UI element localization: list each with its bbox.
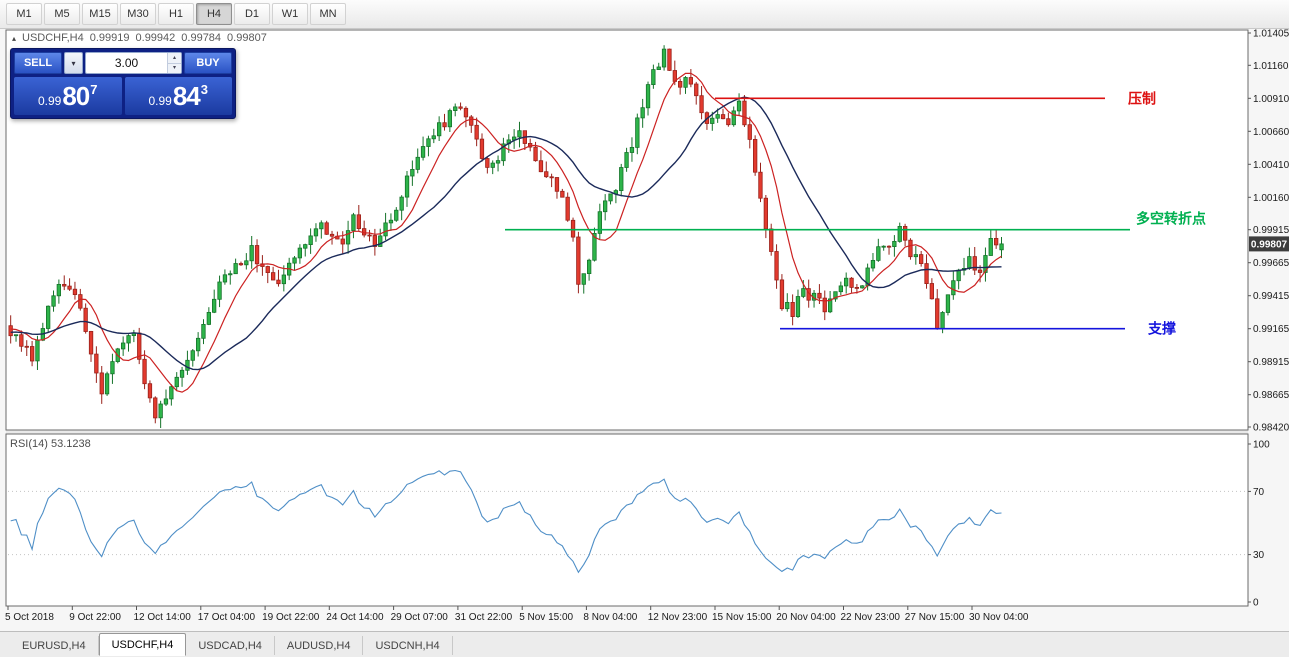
- order-options-dropdown[interactable]: ▾: [64, 52, 83, 74]
- svg-text:1.01405: 1.01405: [1253, 29, 1289, 40]
- one-click-collapse-icon[interactable]: ▴: [12, 33, 17, 43]
- svg-text:0.98915: 0.98915: [1253, 357, 1289, 368]
- svg-text:24 Oct 14:00: 24 Oct 14:00: [326, 612, 384, 623]
- rsi-indicator-label: RSI(14) 53.1238: [10, 438, 91, 450]
- svg-text:70: 70: [1253, 487, 1265, 498]
- svg-text:5 Nov 15:00: 5 Nov 15:00: [519, 612, 573, 623]
- svg-text:17 Oct 04:00: 17 Oct 04:00: [198, 612, 256, 623]
- chart-tab-usdchf[interactable]: USDCHF,H4: [98, 633, 187, 656]
- ohlc-high: 0.99942: [135, 32, 176, 44]
- timeframe-button-mn[interactable]: MN: [310, 3, 346, 25]
- svg-text:0: 0: [1253, 598, 1259, 609]
- timeframe-button-m5[interactable]: M5: [44, 3, 80, 25]
- hline-label-bull-bear-pivot: 多空转折点: [1136, 211, 1206, 227]
- chart-tab-eurusd[interactable]: EURUSD,H4: [10, 636, 99, 655]
- svg-text:0.98665: 0.98665: [1253, 390, 1289, 401]
- chart-tab-bar: EURUSD,H4 USDCHF,H4 USDCAD,H4 AUDUSD,H4 USDC…: [0, 631, 1289, 657]
- timeframe-button-d1[interactable]: D1: [234, 3, 270, 25]
- ma-slow-line: [10, 96, 1002, 371]
- buy-price-big: 84: [172, 81, 201, 111]
- time-scale[interactable]: 5 Oct 2018 9 Oct 22:00 12 Oct 14:00 17 Oct …: [5, 606, 1029, 623]
- svg-text:1.01160: 1.01160: [1253, 61, 1289, 72]
- svg-text:30 Nov 04:00: 30 Nov 04:00: [969, 612, 1029, 623]
- svg-text:1.00160: 1.00160: [1253, 193, 1289, 204]
- chart-tab-usdcnh[interactable]: USDCNH,H4: [363, 636, 453, 655]
- sell-price-prefix: 0.99: [37, 93, 62, 108]
- ohlc-close: 0.99807: [227, 32, 267, 44]
- hline-label-support: 支撑: [1147, 321, 1176, 337]
- rsi-line: [10, 469, 1002, 574]
- svg-text:1.00410: 1.00410: [1253, 160, 1289, 171]
- svg-text:30: 30: [1253, 550, 1265, 561]
- buy-button[interactable]: BUY: [184, 52, 232, 74]
- candles: [8, 45, 1004, 428]
- svg-text:20 Nov 04:00: 20 Nov 04:00: [776, 612, 836, 623]
- sell-price-display[interactable]: 0.99 80 7: [14, 77, 122, 115]
- svg-text:0.99665: 0.99665: [1253, 258, 1289, 269]
- chart-title: ▴ USDCHF,H4 0.99919 0.99942 0.99784 0.99…: [12, 32, 267, 44]
- chart-symbol: USDCHF,H4: [22, 32, 84, 44]
- lot-size-stepper: ▴ ▾: [167, 53, 181, 73]
- pane-splitter[interactable]: [6, 430, 1248, 434]
- chart-tab-audusd[interactable]: AUDUSD,H4: [275, 636, 364, 655]
- ma-fast-line: [10, 72, 1002, 393]
- svg-text:1.00660: 1.00660: [1253, 127, 1289, 138]
- timeframe-button-m30[interactable]: M30: [120, 3, 156, 25]
- price-scale[interactable]: 1.01405 1.01160 1.00910 1.00660 1.00410 1.001…: [1248, 29, 1289, 609]
- spin-down-icon[interactable]: ▾: [168, 62, 181, 73]
- svg-text:8 Nov 04:00: 8 Nov 04:00: [583, 612, 637, 623]
- timeframe-toolbar: M1 M5 M15 M30 H1 H4 D1 W1 MN: [0, 0, 1289, 29]
- timeframe-button-m1[interactable]: M1: [6, 3, 42, 25]
- svg-text:0.99915: 0.99915: [1253, 225, 1289, 236]
- svg-text:9 Oct 22:00: 9 Oct 22:00: [69, 612, 121, 623]
- svg-text:100: 100: [1253, 440, 1270, 451]
- svg-text:31 Oct 22:00: 31 Oct 22:00: [455, 612, 513, 623]
- svg-text:0.98420: 0.98420: [1253, 423, 1289, 434]
- buy-price-display[interactable]: 0.99 84 3: [124, 77, 232, 115]
- ohlc-open: 0.99919: [89, 32, 130, 44]
- svg-text:27 Nov 15:00: 27 Nov 15:00: [905, 612, 965, 623]
- timeframe-button-w1[interactable]: W1: [272, 3, 308, 25]
- chart-tab-usdcad[interactable]: USDCAD,H4: [186, 636, 275, 655]
- timeframe-button-m15[interactable]: M15: [82, 3, 118, 25]
- svg-text:0.99165: 0.99165: [1253, 324, 1289, 335]
- svg-text:0.99415: 0.99415: [1253, 291, 1289, 302]
- buy-price-sup: 3: [200, 82, 208, 97]
- hline-label-resistance: 压制: [1128, 90, 1156, 106]
- sell-price-sup: 7: [90, 82, 98, 97]
- lot-size-input[interactable]: 3.00 ▴ ▾: [85, 52, 182, 74]
- svg-text:15 Nov 15:00: 15 Nov 15:00: [712, 612, 772, 623]
- svg-text:5 Oct 2018: 5 Oct 2018: [5, 612, 54, 623]
- chevron-down-icon: ▾: [71, 58, 76, 68]
- lot-size-value[interactable]: 3.00: [114, 56, 139, 70]
- svg-text:12 Nov 23:00: 12 Nov 23:00: [648, 612, 708, 623]
- ohlc-low: 0.99784: [181, 32, 222, 44]
- current-price-badge: [1249, 236, 1289, 252]
- svg-text:22 Nov 23:00: 22 Nov 23:00: [841, 612, 901, 623]
- timeframe-button-h1[interactable]: H1: [158, 3, 194, 25]
- sell-price-big: 80: [62, 81, 90, 111]
- svg-text:12 Oct 14:00: 12 Oct 14:00: [134, 612, 192, 623]
- buy-price-prefix: 0.99: [148, 93, 172, 108]
- svg-text:29 Oct 07:00: 29 Oct 07:00: [391, 612, 449, 623]
- current-price-value: 0.99807: [1251, 239, 1288, 250]
- one-click-trading-panel: SELL ▾ 3.00 ▴ ▾ BUY 0.99 80 7 0.99 84: [10, 48, 236, 119]
- svg-text:19 Oct 22:00: 19 Oct 22:00: [262, 612, 320, 623]
- spin-up-icon[interactable]: ▴: [168, 53, 181, 63]
- timeframe-button-h4[interactable]: H4: [196, 3, 232, 25]
- svg-text:1.00910: 1.00910: [1253, 94, 1289, 105]
- sell-button[interactable]: SELL: [14, 52, 62, 74]
